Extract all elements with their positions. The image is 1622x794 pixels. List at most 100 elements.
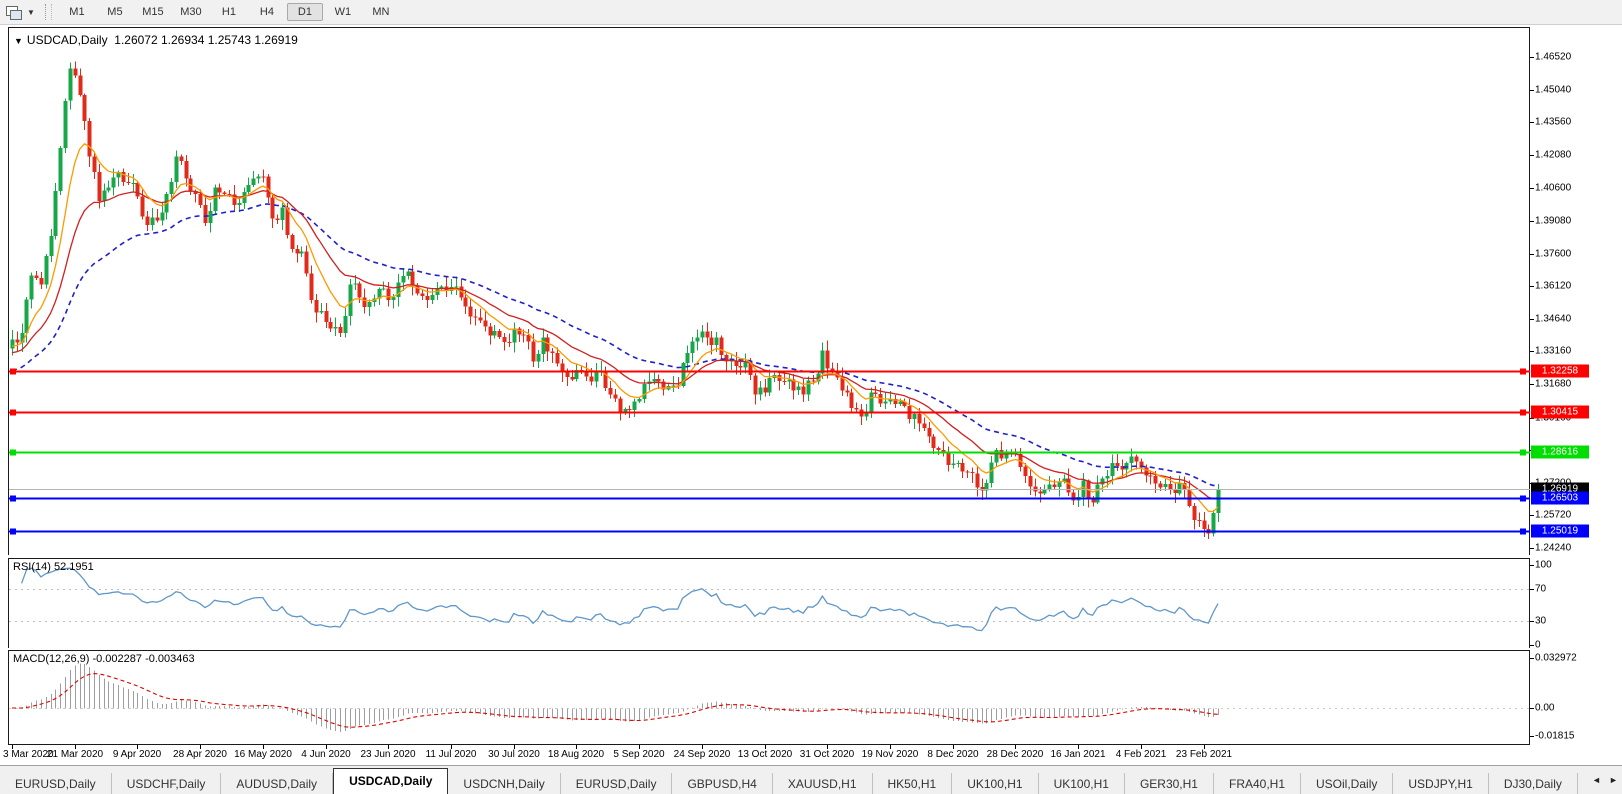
rsi-axis-tick: 70 — [1535, 583, 1547, 595]
axis-tick-mark — [1530, 548, 1534, 549]
axis-tick-mark — [1530, 221, 1534, 222]
panel-splitter[interactable] — [8, 555, 1530, 558]
chart-title: USDCAD,Daily — [26, 33, 108, 47]
date-tick-mark — [702, 745, 703, 749]
axis-tick-mark — [1530, 286, 1534, 287]
chart-tab-gbpusd-h4[interactable]: GBPUSD,H4 — [672, 773, 773, 794]
chart-tab-audusd-daily[interactable]: AUDUSD,Daily — [221, 773, 334, 794]
tab-scroll-right-icon[interactable]: ► — [1609, 775, 1618, 785]
axis-tick-mark — [1530, 122, 1534, 123]
price-axis-tick: 1.37600 — [1535, 248, 1572, 260]
axis-tick-mark — [1530, 57, 1534, 58]
chart-tab-eurusd-daily[interactable]: EURUSD,Daily — [560, 773, 673, 794]
axis-tick-mark — [1530, 155, 1534, 156]
main-chart-panel[interactable] — [8, 27, 1530, 556]
date-label: 4 Feb 2021 — [1115, 749, 1167, 760]
date-label: 23 Feb 2021 — [1175, 749, 1233, 760]
symbol-dropdown-icon[interactable]: ▼ — [14, 36, 23, 46]
rsi-panel[interactable] — [8, 558, 1530, 649]
macd-axis-tick: -0.01815 — [1535, 730, 1575, 742]
date-tick-mark — [12, 745, 13, 749]
chart-tab-uk100-h1[interactable]: UK100,H1 — [1038, 773, 1125, 794]
date-label: 3 Mar 2020 — [3, 749, 54, 760]
chart-tab-ger30-h1[interactable]: GER30,H1 — [1124, 773, 1214, 794]
price-axis-tick: 1.36120 — [1535, 280, 1572, 292]
rsi-label: RSI(14) 52.1951 — [13, 561, 94, 573]
rsi-axis-tick: 0 — [1535, 639, 1541, 651]
price-axis-tick: 1.42080 — [1535, 149, 1572, 161]
timeframe-button-m1[interactable]: M1 — [69, 6, 85, 18]
price-axis-tick: 1.43560 — [1535, 116, 1572, 128]
date-tick-mark — [514, 745, 515, 749]
toolbar-grip-handle[interactable] — [44, 4, 52, 20]
date-label: 18 Aug 2020 — [547, 749, 605, 760]
date-tick-mark — [765, 745, 766, 749]
tab-scroll-left-icon[interactable]: ◄ — [1592, 775, 1601, 785]
price-axis-tick: 1.24240 — [1535, 542, 1572, 554]
price-axis-tick: 1.46520 — [1535, 51, 1572, 63]
axis-tick-mark — [1530, 188, 1534, 189]
axis-tick-mark — [1530, 565, 1534, 566]
axis-tick-mark — [1530, 90, 1534, 91]
axis-tick-mark — [1530, 658, 1534, 659]
date-tick-mark — [890, 745, 891, 749]
chart-tab-usdchf-daily[interactable]: USDCHF,Daily — [111, 773, 222, 794]
level-price-badge[interactable]: 1.28616 — [1531, 445, 1589, 459]
macd-panel[interactable] — [8, 650, 1530, 745]
macd-axis-tick: 0.00 — [1535, 702, 1555, 714]
date-tick-mark — [1078, 745, 1079, 749]
level-price-badge[interactable]: 1.30415 — [1531, 405, 1589, 419]
chart-tab-usoil-daily[interactable]: USOil,Daily — [1301, 773, 1394, 794]
axis-tick-mark — [1530, 384, 1534, 385]
price-axis-tick: 1.45040 — [1535, 84, 1572, 96]
timeframe-button-d1[interactable]: D1 — [286, 3, 323, 21]
chart-tab-usdcnh-daily[interactable]: USDCNH,Daily — [448, 773, 561, 794]
date-label: 28 Dec 2020 — [986, 749, 1044, 760]
timeframe-button-h1[interactable]: H1 — [221, 6, 236, 18]
date-label: 31 Oct 2020 — [799, 749, 855, 760]
date-label: 19 Nov 2020 — [861, 749, 919, 760]
chart-tab-hk50-h1[interactable]: HK50,H1 — [872, 773, 953, 794]
panel-splitter[interactable] — [8, 648, 1530, 651]
macd-label: MACD(12,26,9) -0.002287 -0.003463 — [13, 653, 195, 665]
level-price-badge[interactable]: 1.32258 — [1531, 364, 1589, 378]
date-tick-mark — [326, 745, 327, 749]
date-tick-mark — [75, 745, 76, 749]
axis-tick-mark — [1530, 351, 1534, 352]
axis-tick-mark — [1530, 708, 1534, 709]
chart-tab-uk100-h1[interactable]: UK100,H1 — [952, 773, 1039, 794]
timeframe-button-m30[interactable]: M30 — [180, 6, 202, 18]
chart-tab-fra40-h1[interactable]: FRA40,H1 — [1213, 773, 1302, 794]
axis-tick-mark — [1530, 645, 1534, 646]
timeframe-button-mn[interactable]: MN — [372, 6, 390, 18]
price-axis-tick: 1.39080 — [1535, 215, 1572, 227]
price-axis-tick: 1.33160 — [1535, 345, 1572, 357]
chart-tab-usdjpy-h1[interactable]: USDJPY,H1 — [1393, 773, 1489, 794]
level-price-badge[interactable]: 1.25019 — [1531, 524, 1589, 538]
chart-profile-icon[interactable] — [3, 3, 23, 21]
date-label: 9 Apr 2020 — [112, 749, 162, 760]
timeframe-button-w1[interactable]: W1 — [334, 6, 352, 18]
date-label: 23 Jun 2020 — [360, 749, 416, 760]
chart-tab-dj30-daily[interactable]: DJ30,Daily — [1488, 773, 1578, 794]
chart-ohlc-values: 1.26072 1.26934 1.25743 1.26919 — [114, 33, 298, 47]
chart-tab-usdcad-daily[interactable]: USDCAD,Daily — [333, 768, 449, 794]
level-price-badge[interactable]: 1.26503 — [1531, 491, 1589, 505]
timeframe-button-m15[interactable]: M15 — [142, 6, 164, 18]
date-tick-mark — [388, 745, 389, 749]
timeframe-button-h4[interactable]: H4 — [259, 6, 274, 18]
chart-tab-eurusd-daily[interactable]: EURUSD,Daily — [0, 773, 112, 794]
timeframe-button-m5[interactable]: M5 — [107, 6, 123, 18]
price-axis-tick: 1.25720 — [1535, 509, 1572, 521]
rsi-axis-tick: 30 — [1535, 615, 1547, 627]
axis-tick-mark — [1530, 254, 1534, 255]
chart-tab-xauusd-h1[interactable]: XAUUSD,H1 — [772, 773, 873, 794]
date-label: 8 Dec 2020 — [927, 749, 979, 760]
axis-tick-mark — [1530, 736, 1534, 737]
dropdown-caret-icon[interactable]: ▼ — [27, 7, 35, 17]
date-label: 24 Sep 2020 — [673, 749, 731, 760]
date-tick-mark — [1141, 745, 1142, 749]
timeframe-toolbar: ▼ M1 M5 M15 M30 H1 H4 D1 W1 MN — [0, 0, 1622, 25]
date-label: 30 Jul 2020 — [488, 749, 540, 760]
